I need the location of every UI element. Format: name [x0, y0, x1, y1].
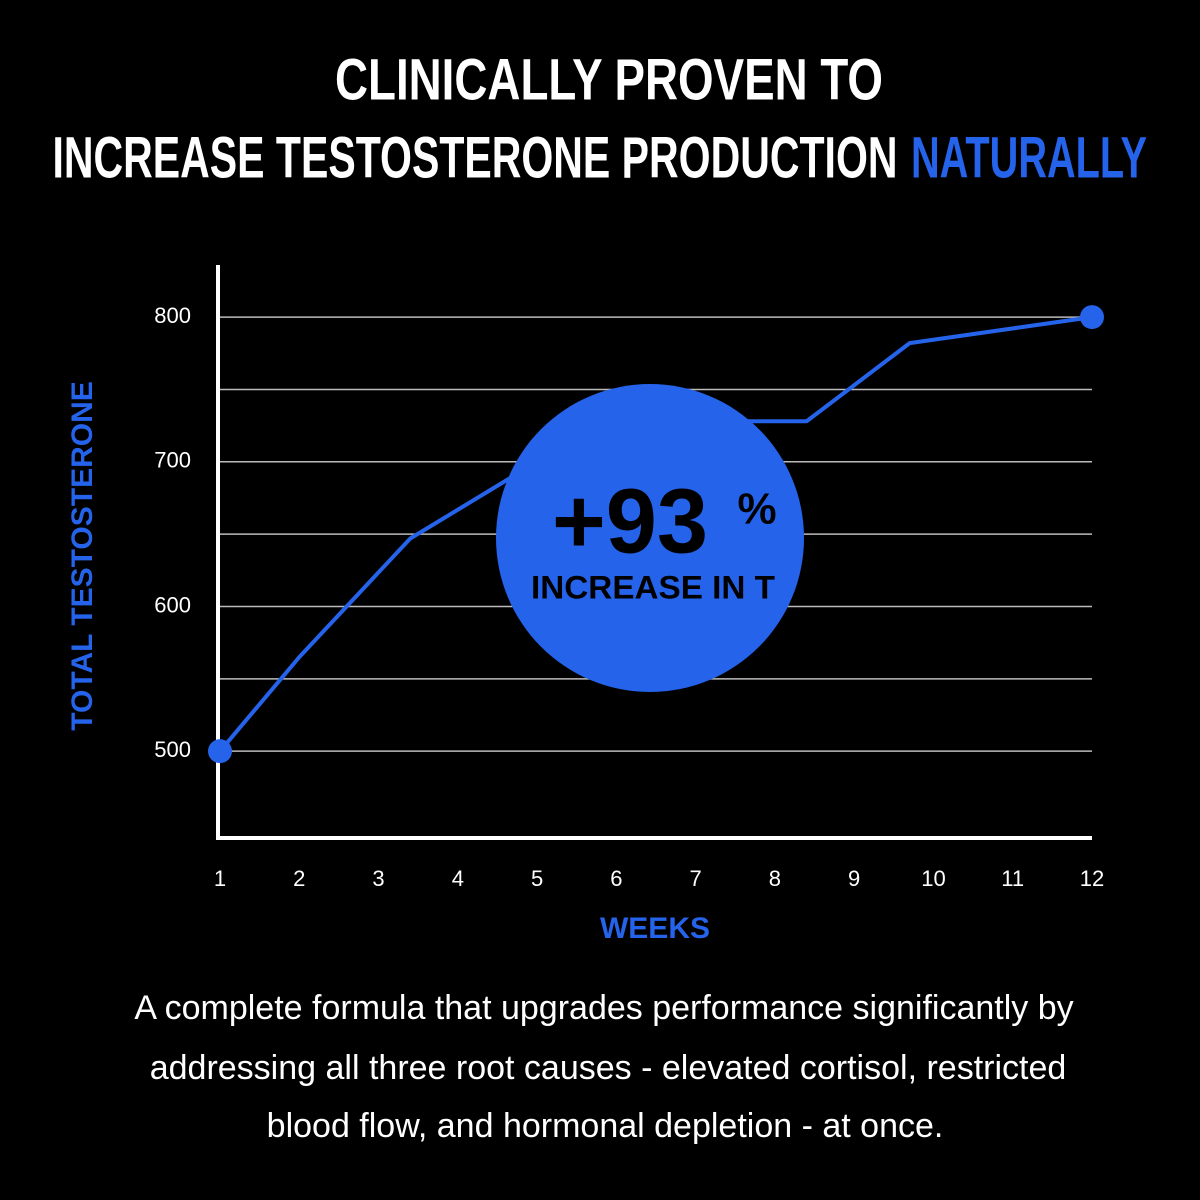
- x-tick-label: 5: [531, 866, 543, 891]
- chart-title-highlight: NATURALLY: [911, 125, 1147, 190]
- x-tick-label: 3: [372, 866, 384, 891]
- chart-title: CLINICALLY PROVEN TO: [335, 47, 883, 112]
- description-line: addressing all three root causes - eleva…: [150, 1049, 1067, 1087]
- y-axis-label: TOTAL TESTOSTERONE: [66, 381, 99, 730]
- endpoint-marker: [1080, 305, 1104, 330]
- x-tick-label: 12: [1080, 866, 1104, 891]
- y-tick-label: 700: [154, 448, 191, 473]
- x-tick-label: 9: [848, 866, 860, 891]
- description-line: blood flow, and hormonal depletion - at …: [267, 1107, 944, 1145]
- y-tick-label: 800: [154, 303, 191, 328]
- x-tick-label: 2: [293, 866, 305, 891]
- y-tick-label: 600: [154, 592, 191, 617]
- y-tick-label: 500: [154, 737, 191, 762]
- x-tick-label: 10: [921, 866, 945, 891]
- annotation-text: INCREASE IN T: [531, 569, 775, 605]
- x-tick-label: 1: [214, 866, 226, 891]
- annotation-suffix: %: [737, 485, 776, 534]
- x-tick-label: 8: [769, 866, 781, 891]
- x-tick-label: 6: [610, 866, 622, 891]
- x-tick-label: 4: [452, 866, 464, 891]
- x-tick-label: 11: [1001, 866, 1024, 891]
- x-axis-label: WEEKS: [600, 912, 710, 945]
- x-tick-label: 7: [690, 866, 702, 891]
- chart-title: INCREASE TESTOSTERONE PRODUCTION: [53, 125, 898, 190]
- annotation-badge: [496, 384, 804, 692]
- annotation: +93 % INCREASE IN T: [496, 384, 804, 692]
- axis: [216, 265, 1092, 840]
- description-line: A complete formula that upgrades perform…: [134, 989, 1073, 1027]
- annotation-value: +93: [552, 470, 708, 572]
- endpoint-marker: [208, 739, 232, 764]
